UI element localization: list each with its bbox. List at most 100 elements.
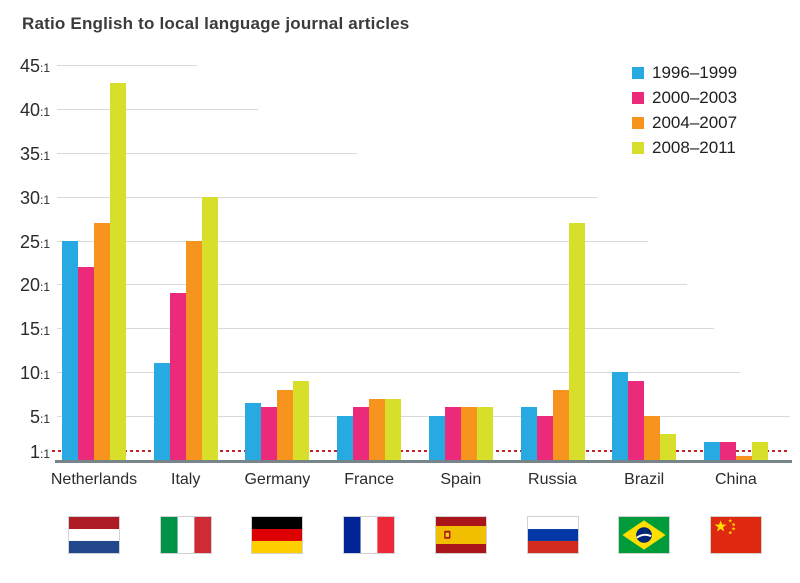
china-flag-image	[710, 517, 761, 553]
y-tick-label-45: 45:1	[0, 57, 50, 75]
bar-china-2008-2011	[751, 442, 768, 460]
y-tick-label-30: 30:1	[0, 189, 50, 207]
bar-china-2000-2003	[719, 442, 736, 460]
y-tick-number: 30	[19, 187, 40, 208]
brazil-flag-image	[619, 517, 670, 553]
china-flag	[709, 516, 762, 554]
x-label-brazil: Brazil	[624, 471, 665, 488]
bar-italy-1996-1999	[153, 363, 170, 460]
y-tick-unit: :1	[39, 236, 50, 251]
bar-italy-2000-2003	[169, 293, 186, 460]
bar-spain-2000-2003	[444, 407, 461, 460]
bar-brazil-1996-1999	[612, 372, 629, 460]
netherlands-flag	[68, 516, 120, 554]
y-tick-number: 20	[19, 275, 40, 296]
legend-swatch-icon	[632, 91, 644, 104]
y-tick-label-5: 5:1	[0, 408, 50, 426]
bar-brazil-2000-2003	[628, 381, 645, 460]
bar-france-1996-1999	[337, 416, 354, 460]
y-tick-number: 25	[19, 231, 40, 252]
brazil-flag	[618, 516, 671, 554]
y-tick-number: 5	[29, 407, 40, 428]
y-tick-number: 40	[19, 99, 40, 120]
bar-germany-2000-2003	[261, 407, 278, 460]
bar-germany-2004-2007	[277, 390, 294, 460]
gridline-35	[57, 152, 357, 154]
y-tick-label-1: 1:1	[0, 443, 50, 461]
y-tick-label-40: 40:1	[0, 101, 50, 119]
spain-flag-image	[435, 517, 486, 553]
bar-russia-2004-2007	[552, 390, 569, 460]
y-tick-label-25: 25:1	[0, 233, 50, 251]
bar-russia-1996-1999	[520, 407, 537, 460]
bar-france-2008-2011	[385, 399, 402, 460]
spain-flag	[434, 516, 487, 554]
russia-flag	[526, 516, 579, 554]
x-label-netherlands: Netherlands	[50, 471, 138, 488]
bar-brazil-2004-2007	[644, 416, 661, 460]
y-tick-label-20: 20:1	[0, 276, 50, 294]
bar-germany-1996-1999	[245, 403, 262, 460]
legend-swatch-icon	[632, 66, 644, 79]
x-label-russia: Russia	[528, 471, 577, 488]
y-tick-unit: :1	[39, 412, 50, 427]
bar-netherlands-2004-2007	[94, 223, 110, 460]
russia-flag-image	[527, 517, 578, 553]
germany-flag-image	[252, 517, 303, 553]
legend-swatch-icon	[632, 116, 644, 129]
one-to-one-baseline	[52, 450, 790, 453]
y-tick-unit: :1	[39, 280, 50, 295]
bar-brazil-2008-2011	[660, 434, 677, 460]
gridline-45	[57, 65, 197, 66]
y-tick-number: 35	[19, 143, 40, 164]
gridline-5	[57, 416, 790, 418]
bar-germany-2008-2011	[293, 381, 310, 460]
bar-italy-2008-2011	[201, 197, 218, 460]
gridline-10	[57, 372, 740, 374]
bar-china-2004-2007	[735, 456, 752, 460]
legend-item-1996-1999: 1996–1999	[632, 60, 737, 85]
x-label-germany: Germany	[244, 471, 311, 488]
legend-item-2004-2007: 2004–2007	[632, 110, 737, 135]
bar-france-2000-2003	[353, 407, 370, 460]
bar-france-2004-2007	[369, 399, 386, 460]
y-tick-unit: :1	[39, 104, 50, 119]
y-tick-label-10: 10:1	[0, 364, 50, 382]
y-tick-unit: :1	[39, 324, 50, 339]
legend-swatch-icon	[632, 141, 644, 154]
legend-label: 2004–2007	[652, 112, 738, 132]
italy-flag	[159, 516, 212, 554]
bar-russia-2000-2003	[536, 416, 553, 460]
bar-russia-2008-2011	[568, 223, 585, 460]
y-tick-label-35: 35:1	[0, 145, 50, 163]
germany-flag	[251, 516, 304, 554]
y-tick-unit: :1	[39, 61, 50, 75]
y-tick-number: 15	[19, 319, 40, 340]
gridline-30	[57, 196, 597, 198]
gridline-15	[57, 328, 714, 330]
y-tick-number: 10	[19, 363, 40, 384]
france-flag-image	[344, 517, 395, 553]
gridline-20	[57, 284, 687, 286]
x-label-france: France	[344, 471, 394, 488]
y-tick-label-15: 15:1	[0, 320, 50, 338]
x-label-italy: Italy	[171, 471, 201, 488]
bar-netherlands-1996-1999	[62, 241, 78, 460]
x-label-china: China	[714, 471, 757, 488]
chart-title: Ratio English to local language journal …	[22, 14, 410, 33]
y-tick-number: 45	[19, 56, 40, 76]
gridline-25	[57, 240, 648, 242]
bar-netherlands-2000-2003	[78, 267, 94, 460]
bar-netherlands-2008-2011	[110, 83, 126, 460]
bar-china-1996-1999	[703, 442, 720, 460]
x-label-spain: Spain	[440, 471, 482, 488]
y-tick-unit: :1	[39, 447, 50, 462]
legend-label: 1996–1999	[652, 62, 738, 82]
x-axis-line	[55, 460, 792, 463]
bar-italy-2004-2007	[185, 241, 202, 460]
france-flag	[343, 516, 396, 554]
y-tick-number: 1	[29, 442, 40, 463]
italy-flag-image	[160, 517, 211, 553]
bar-spain-1996-1999	[428, 416, 445, 460]
